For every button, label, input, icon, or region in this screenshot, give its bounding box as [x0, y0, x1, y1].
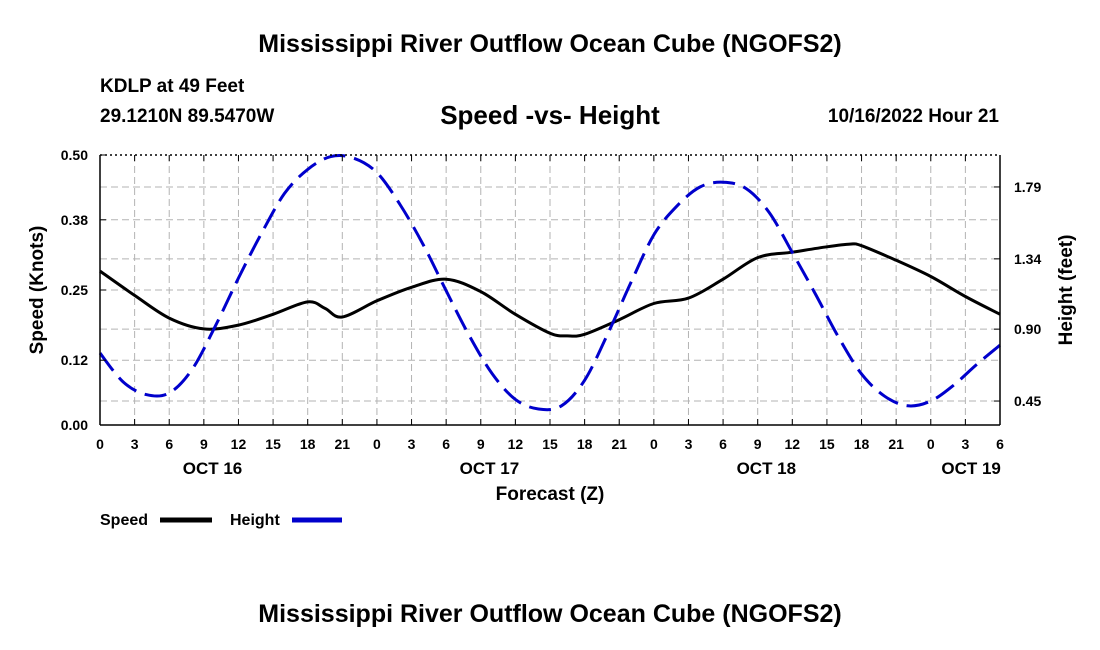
x-tick-label: 3 — [131, 436, 139, 452]
x-tick-label: 0 — [373, 436, 381, 452]
x-tick-label: 15 — [542, 436, 558, 452]
x-axis-title: Forecast (Z) — [496, 484, 605, 505]
x-tick-label: 18 — [577, 436, 593, 452]
x-tick-label: 18 — [854, 436, 870, 452]
x-tick-label: 0 — [650, 436, 658, 452]
left-tick-label: 0.12 — [61, 352, 88, 368]
station-coordinates: 29.1210N 89.5470W — [100, 106, 275, 127]
x-tick-label: 9 — [477, 436, 485, 452]
x-tick-label: 3 — [685, 436, 693, 452]
x-tick-label: 21 — [611, 436, 627, 452]
x-day-label: OCT 19 — [941, 459, 1001, 478]
series-line-height — [98, 154, 1001, 412]
right-tick-label: 0.45 — [1014, 393, 1041, 409]
x-tick-label: 21 — [888, 436, 904, 452]
left-tick-label: 0.00 — [61, 417, 88, 433]
right-tick-label: 1.79 — [1014, 179, 1041, 195]
series-layer — [98, 154, 1001, 412]
station-label: KDLP at 49 Feet — [100, 76, 245, 97]
forecast-timestamp: 10/16/2022 Hour 21 — [827, 106, 999, 127]
x-tick-label: 12 — [508, 436, 524, 452]
x-tick-label: 15 — [819, 436, 835, 452]
x-tick-label: 21 — [335, 436, 351, 452]
x-tick-label: 9 — [200, 436, 208, 452]
left-tick-label: 0.38 — [61, 212, 88, 228]
x-tick-label: 6 — [442, 436, 450, 452]
x-tick-label: 3 — [408, 436, 416, 452]
series-line-speed — [99, 242, 1001, 338]
x-tick-label: 0 — [96, 436, 104, 452]
x-day-label: OCT 18 — [737, 459, 797, 478]
x-tick-label: 15 — [265, 436, 281, 452]
x-tick-label: 6 — [165, 436, 173, 452]
x-tick-label: 9 — [754, 436, 762, 452]
x-tick-label: 0 — [927, 436, 935, 452]
legend-label-speed: Speed — [100, 512, 148, 529]
x-tick-label: 6 — [719, 436, 727, 452]
chart-subtitle: Speed -vs- Height — [440, 100, 660, 130]
footer-title: Mississippi River Outflow Ocean Cube (NG… — [258, 600, 842, 628]
legend: Speed Height — [100, 512, 342, 529]
x-tick-label: 12 — [785, 436, 801, 452]
x-tick-label: 3 — [961, 436, 969, 452]
right-tick-label: 0.90 — [1014, 321, 1041, 337]
legend-label-height: Height — [230, 512, 280, 529]
x-tick-label: 6 — [996, 436, 1004, 452]
left-axis-title: Speed (Knots) — [27, 226, 48, 355]
grid-layer — [100, 155, 1000, 425]
x-day-label: OCT 17 — [460, 459, 520, 478]
x-tick-label: 12 — [231, 436, 247, 452]
x-tick-label: 18 — [300, 436, 316, 452]
left-tick-label: 0.25 — [61, 282, 88, 298]
right-axis-title: Height (feet) — [1056, 235, 1077, 346]
left-tick-label: 0.50 — [61, 147, 88, 163]
x-day-label: OCT 16 — [183, 459, 243, 478]
chart-main-title: Mississippi River Outflow Ocean Cube (NG… — [258, 30, 842, 58]
axis-layer: 0 3 6 9 12 15 18 21 0 3 6 9 12 15 18 21 0 3 6 9 12 15 18 21 0 3 6O… — [61, 147, 1042, 478]
right-tick-label: 1.34 — [1014, 251, 1041, 267]
